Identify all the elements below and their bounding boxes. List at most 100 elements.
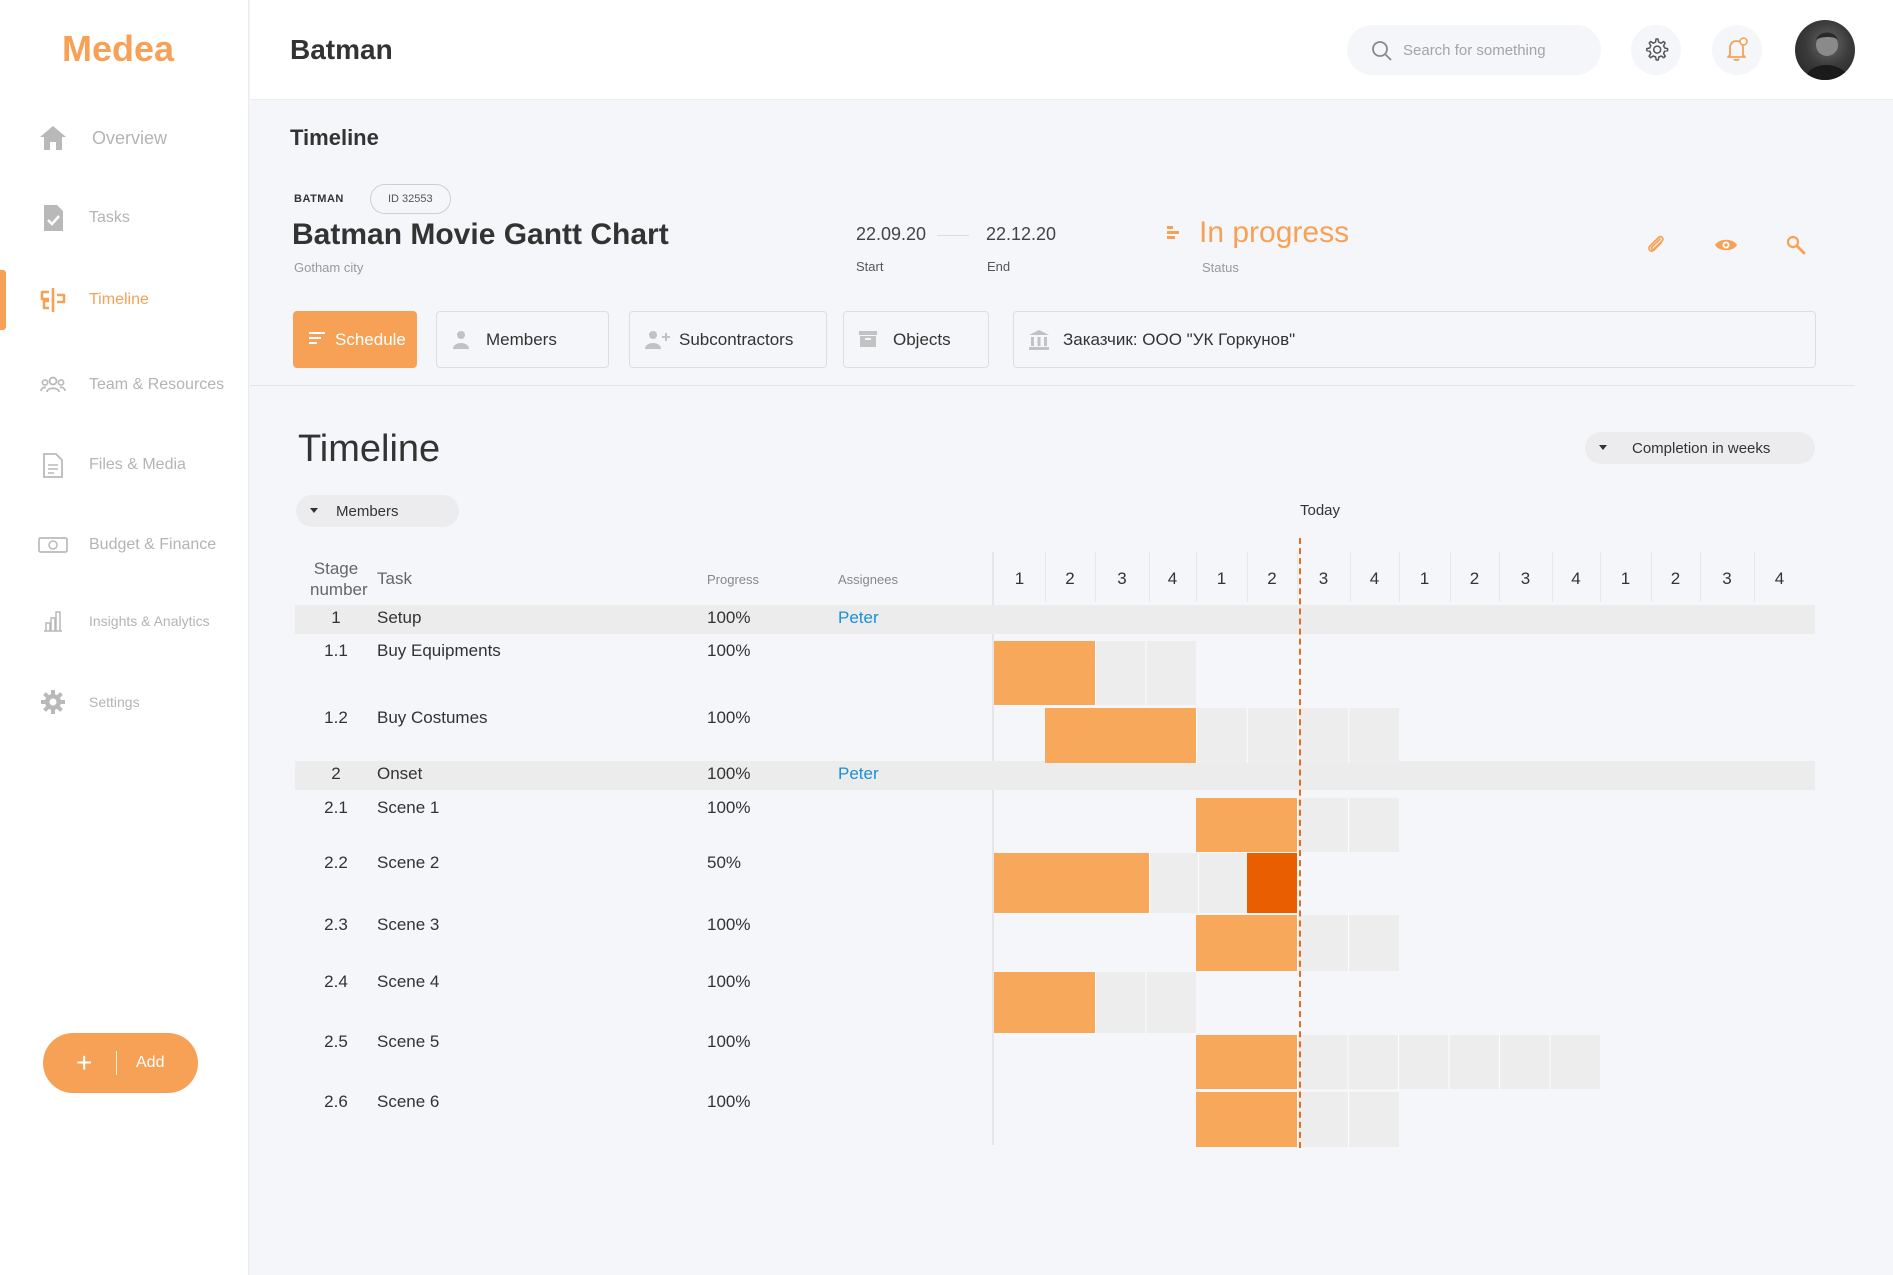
person-icon <box>452 330 470 355</box>
gantt-bar-complete[interactable] <box>1196 915 1297 971</box>
stage-number: 2.5 <box>324 1032 348 1051</box>
search-project-button[interactable] <box>1783 234 1809 260</box>
gantt-bar-complete[interactable] <box>994 972 1095 1033</box>
gantt-bar-current[interactable] <box>1247 853 1297 913</box>
column-task: Task <box>377 569 412 588</box>
avatar[interactable] <box>1795 20 1855 80</box>
gantt-bar-complete[interactable] <box>994 853 1149 913</box>
tab-members[interactable]: Members <box>436 311 609 368</box>
sidebar-item-budget-finance[interactable]: Budget & Finance <box>0 515 249 575</box>
completion-select[interactable]: Completion in weeks <box>1585 432 1815 464</box>
task-progress: 100% <box>707 972 751 991</box>
group-select[interactable]: Members <box>296 495 459 527</box>
week-separator <box>1450 552 1451 602</box>
task-name: Buy Equipments <box>377 641 501 660</box>
attach-button[interactable] <box>1644 234 1670 260</box>
task-document-icon <box>38 203 68 233</box>
today-label: Today <box>1300 502 1341 519</box>
search-input[interactable] <box>1403 25 1583 75</box>
week-number: 3 <box>1520 569 1531 588</box>
week-separator <box>1045 552 1046 602</box>
gantt-bar-complete[interactable] <box>1196 1035 1297 1089</box>
sidebar-item-label: Settings <box>89 694 140 710</box>
project-id-badge: ID 32553 <box>370 184 451 214</box>
notifications-button[interactable] <box>1712 25 1762 75</box>
settings-button[interactable] <box>1631 25 1681 75</box>
tab-subcontractors[interactable]: Subcontractors <box>629 311 827 368</box>
task-name: Scene 5 <box>377 1032 440 1051</box>
task-name: Scene 4 <box>377 972 440 991</box>
box-icon <box>859 330 877 353</box>
page-title: Timeline <box>290 125 379 150</box>
task-assignee[interactable]: Peter <box>838 608 879 627</box>
task-name: Onset <box>377 764 423 783</box>
column-stage-line1: Stage <box>313 559 359 578</box>
sidebar-item-team-resources[interactable]: Team & Resources <box>0 355 249 415</box>
gantt-bar-complete[interactable] <box>1196 798 1297 852</box>
sidebar-item-overview[interactable]: Overview <box>0 108 249 168</box>
money-icon <box>38 530 68 560</box>
tab-schedule[interactable]: Schedule <box>293 311 417 368</box>
gantt-bar-remaining <box>1297 1092 1399 1147</box>
top-header: Batman <box>250 0 1893 100</box>
view-button[interactable] <box>1713 234 1739 260</box>
gantt-bar-complete[interactable] <box>1045 708 1196 763</box>
week-number: 1 <box>1216 569 1227 588</box>
gantt-bar-complete[interactable] <box>994 641 1095 705</box>
stage-number: 2.3 <box>324 915 348 934</box>
task-progress: 50% <box>707 853 742 872</box>
gantt-bar-remaining <box>1095 972 1196 1033</box>
stage-number: 1.1 <box>324 641 348 660</box>
week-number: 3 <box>1318 569 1329 588</box>
project-location: Gotham city <box>294 260 364 275</box>
task-progress: 100% <box>707 641 751 660</box>
gear-icon <box>38 687 68 717</box>
sidebar-item-insights-analytics[interactable]: Insights & Analytics <box>0 591 249 651</box>
add-button-separator <box>116 1051 117 1075</box>
sidebar-item-files-media[interactable]: Files & Media <box>0 435 249 495</box>
magnifier-icon <box>1785 234 1807 261</box>
stage-number: 2.2 <box>324 853 348 872</box>
task-name: Scene 3 <box>377 915 440 934</box>
task-assignee[interactable]: Peter <box>838 764 879 783</box>
home-icon <box>38 123 68 153</box>
sidebar-item-tasks[interactable]: Tasks <box>0 188 249 248</box>
tab-label: Subcontractors <box>679 329 794 349</box>
tab-customer[interactable]: Заказчик: ООО "УК Горкунов" <box>1013 311 1816 368</box>
week-number: 3 <box>1117 569 1127 588</box>
project-tag: BATMAN <box>294 193 344 205</box>
week-separator <box>1600 552 1601 602</box>
week-separator <box>1247 552 1248 602</box>
gantt-left-border <box>992 552 994 1145</box>
stage-number: 2 <box>331 764 341 783</box>
tab-objects[interactable]: Objects <box>843 311 989 368</box>
week-separator <box>1196 552 1197 602</box>
task-progress: 100% <box>707 798 751 817</box>
sidebar-item-label: Tasks <box>89 209 130 226</box>
week-separator <box>1754 552 1755 602</box>
week-number: 1 <box>1014 569 1025 588</box>
add-button[interactable]: + Add <box>43 1033 198 1093</box>
app-title: Batman <box>290 34 393 65</box>
status-value: In progress <box>1199 216 1350 249</box>
sidebar-item-timeline[interactable]: Timeline <box>0 270 249 330</box>
task-name: Scene 1 <box>377 798 440 817</box>
week-separator <box>1149 552 1150 602</box>
week-number: 2 <box>1065 569 1075 588</box>
week-separator <box>1399 552 1400 602</box>
gear-icon <box>1643 36 1669 65</box>
gantt-bar-complete[interactable] <box>1196 1092 1297 1147</box>
completion-select-value: Completion in weeks <box>1632 439 1771 457</box>
gantt-bar-remaining <box>1297 1035 1600 1089</box>
team-icon <box>38 370 68 400</box>
search-box[interactable] <box>1347 25 1601 75</box>
week-number: 1 <box>1419 569 1430 588</box>
week-number: 2 <box>1267 569 1277 588</box>
week-number: 3 <box>1722 569 1732 588</box>
gantt-bar-remaining <box>1297 915 1399 971</box>
bar-chart-icon <box>38 606 68 636</box>
tab-label: Заказчик: ООО "УК Горкунов" <box>1063 329 1296 349</box>
sidebar-item-settings[interactable]: Settings <box>0 672 249 732</box>
add-person-icon <box>645 330 671 355</box>
group-select-value: Members <box>336 502 399 520</box>
